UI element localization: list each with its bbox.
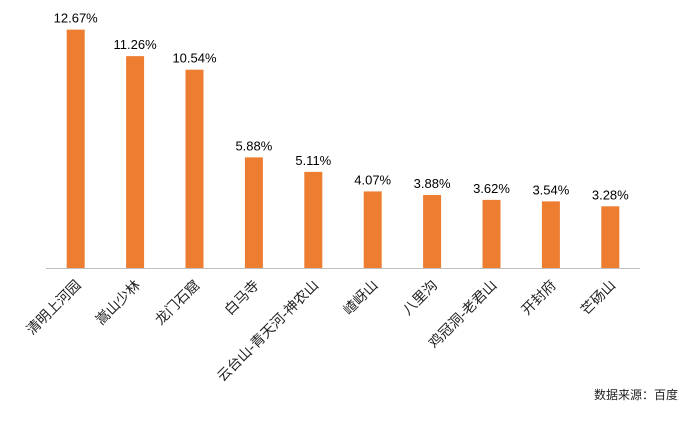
bar-9 bbox=[601, 206, 620, 268]
category-label-4: 云台山-青天河-神农山 bbox=[215, 278, 323, 386]
bar-8 bbox=[541, 201, 560, 268]
bar-5 bbox=[363, 191, 382, 268]
value-label-5: 4.07% bbox=[354, 172, 391, 187]
value-label-7: 3.62% bbox=[473, 181, 510, 196]
data-source-note: 数据来源：百度 bbox=[593, 388, 678, 402]
bar-4 bbox=[304, 171, 323, 268]
bar-6 bbox=[423, 194, 442, 268]
bar-3 bbox=[244, 157, 263, 268]
category-label-3: 白马寺 bbox=[222, 278, 263, 319]
bar-2 bbox=[185, 69, 204, 268]
bar-7 bbox=[482, 199, 501, 268]
category-label-5: 嵖岈山 bbox=[341, 278, 382, 319]
value-label-8: 3.54% bbox=[532, 182, 569, 197]
bar-1 bbox=[126, 56, 145, 268]
category-label-2: 龙门石窟 bbox=[152, 277, 204, 329]
category-label-8: 开封府 bbox=[519, 278, 560, 319]
value-label-6: 3.88% bbox=[414, 176, 451, 191]
category-label-0: 清明上河园 bbox=[24, 278, 85, 339]
bar-0 bbox=[66, 29, 85, 268]
category-label-1: 嵩山少林 bbox=[93, 278, 144, 329]
category-label-9: 芒砀山 bbox=[578, 278, 619, 319]
value-labels-group: 12.67% 11.26% 10.54% 5.88% 5.11% 4.07% 3.88% 3.… bbox=[54, 11, 630, 203]
value-label-9: 3.28% bbox=[592, 187, 629, 202]
value-label-3: 5.88% bbox=[235, 138, 272, 153]
value-label-0: 12.67% bbox=[54, 11, 99, 26]
category-label-6: 八里沟 bbox=[400, 278, 441, 319]
bars-group bbox=[66, 29, 620, 268]
value-label-4: 5.11% bbox=[295, 153, 331, 168]
value-label-2: 10.54% bbox=[172, 51, 217, 66]
value-label-1: 11.26% bbox=[114, 37, 158, 52]
